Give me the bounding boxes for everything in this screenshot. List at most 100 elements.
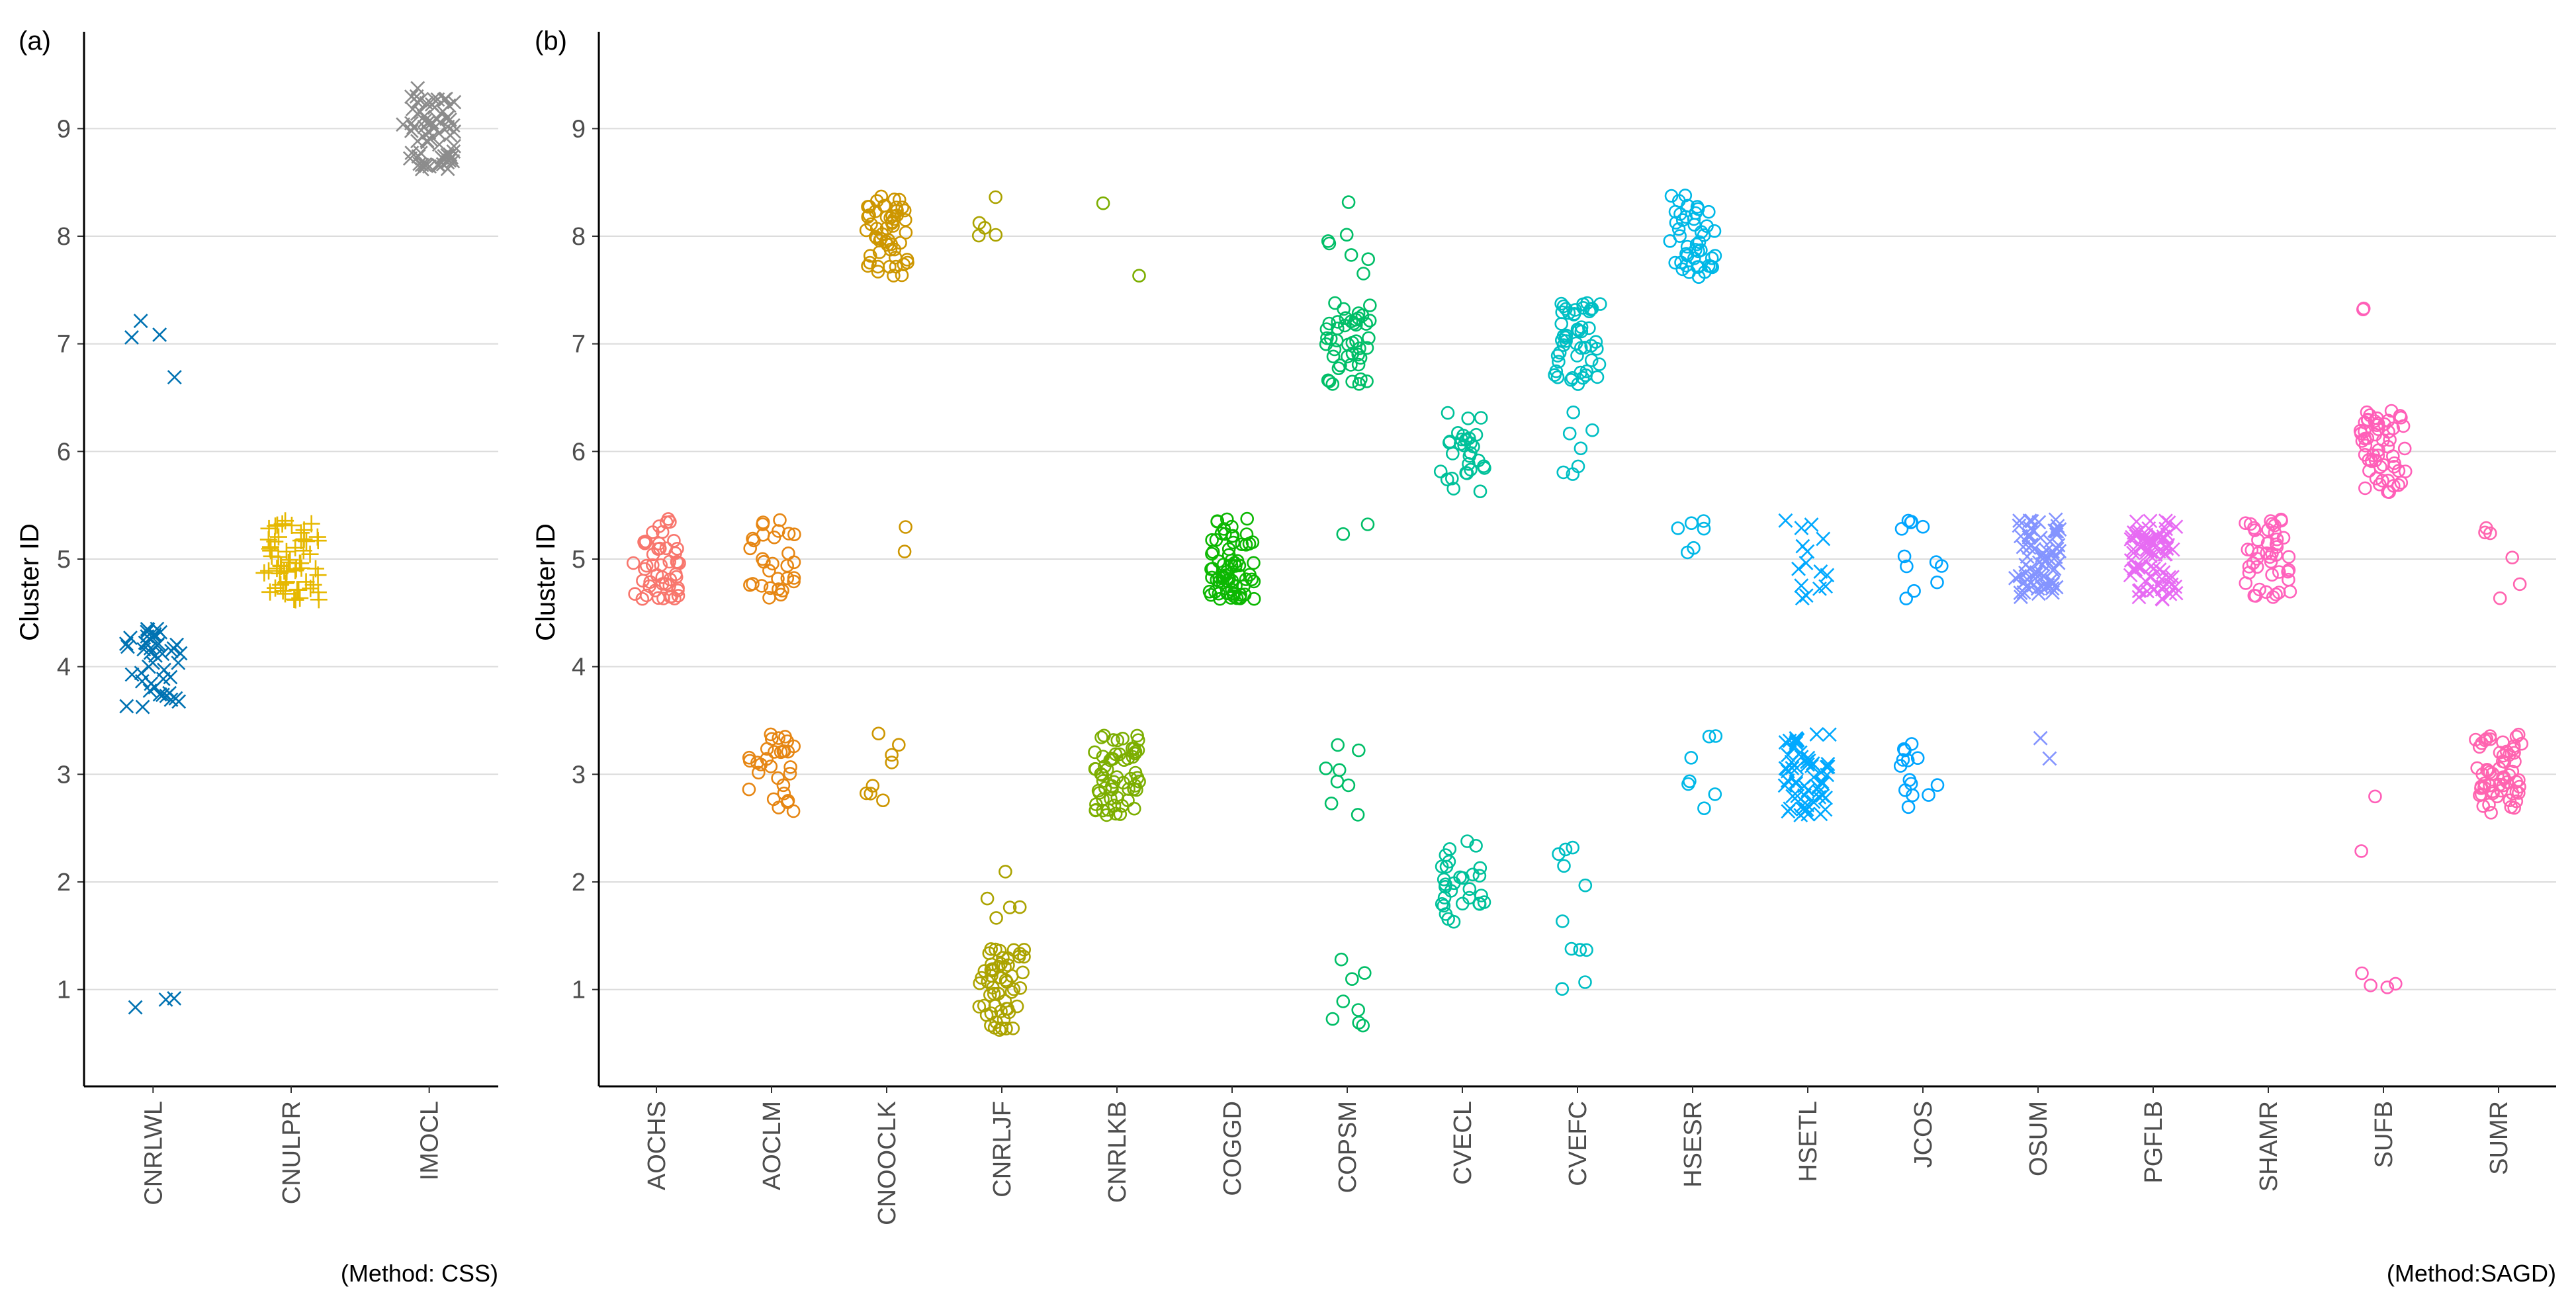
- data-point: [885, 209, 899, 223]
- data-point: [1673, 229, 1687, 243]
- data-point: [1785, 789, 1800, 804]
- data-point: [2158, 521, 2174, 537]
- data-point: [1708, 249, 1722, 263]
- data-point: [2396, 419, 2411, 433]
- panel-b-y-ticks: 1 2 3 4 5 6 7 8 9: [572, 115, 599, 1004]
- data-point: [309, 532, 327, 550]
- data-point: [430, 157, 445, 172]
- data-point: [787, 527, 801, 542]
- data-point: [2386, 421, 2400, 435]
- panel-b-gridlines: [599, 128, 2556, 990]
- series-hsetl: [1777, 513, 1837, 822]
- data-point: [999, 973, 1013, 987]
- data-point: [1446, 482, 1460, 496]
- data-point: [1220, 564, 1234, 579]
- data-point: [1443, 435, 1456, 450]
- x-tick-label-cvefc: CVEFC: [1564, 1101, 1592, 1186]
- data-point: [134, 674, 150, 689]
- data-point: [1702, 729, 1716, 744]
- data-point: [2047, 523, 2062, 538]
- data-point: [2156, 565, 2171, 580]
- data-point: [1333, 358, 1347, 372]
- data-point: [2354, 844, 2368, 858]
- data-point: [743, 541, 757, 556]
- data-point: [2362, 453, 2376, 467]
- data-point: [2511, 727, 2526, 742]
- data-point: [120, 639, 135, 654]
- data-point: [155, 646, 170, 662]
- data-point: [1584, 353, 1599, 367]
- x-tick-label-coggd: COGGD: [1219, 1101, 1247, 1196]
- data-point: [659, 541, 674, 556]
- data-point: [1804, 517, 1819, 532]
- data-point: [1910, 751, 1925, 765]
- data-point: [1204, 588, 1218, 602]
- data-point: [876, 793, 890, 807]
- x-tick-label-cvecl: CVECL: [1449, 1101, 1477, 1185]
- data-point: [772, 731, 785, 745]
- data-point: [1812, 581, 1827, 596]
- data-point: [1576, 300, 1590, 315]
- panel-b: (b) Cluster ID 1 2 3 4 5 6 7 8 9 AOCHS AOCLM CNOOC…: [531, 26, 2556, 1287]
- data-point: [2366, 448, 2380, 462]
- data-point: [1362, 331, 1376, 345]
- data-point: [143, 645, 158, 660]
- data-point: [989, 190, 1002, 204]
- data-point: [996, 951, 1010, 965]
- data-point: [148, 679, 163, 695]
- x-tick-label-aoclm: AOCLM: [758, 1101, 786, 1190]
- data-point: [1789, 760, 1804, 775]
- data-point: [410, 95, 425, 110]
- data-point: [899, 520, 912, 534]
- data-point: [2361, 412, 2375, 427]
- data-point: [771, 572, 785, 586]
- data-point: [1240, 511, 1254, 526]
- x-tick-label-hsesr: HSESR: [1679, 1101, 1707, 1188]
- data-point: [1477, 459, 1491, 474]
- data-point: [2012, 568, 2027, 584]
- data-point: [1907, 584, 1921, 598]
- x-tick-label-aochs: AOCHS: [643, 1101, 671, 1190]
- y-tick-label-9: 9: [57, 115, 71, 143]
- data-point: [1361, 252, 1375, 267]
- data-point: [2355, 434, 2370, 448]
- data-point: [1707, 224, 1722, 238]
- data-point: [2512, 786, 2526, 800]
- data-point: [285, 590, 303, 608]
- data-point: [124, 667, 140, 682]
- data-point: [1566, 840, 1579, 855]
- data-point: [1671, 222, 1686, 236]
- data-point: [1130, 728, 1144, 743]
- data-point: [2372, 422, 2385, 437]
- data-point: [772, 582, 785, 596]
- data-point: [887, 212, 901, 226]
- data-point: [424, 97, 439, 112]
- y-tick-label-8: 8: [57, 223, 71, 251]
- data-point: [864, 217, 878, 232]
- data-point: [437, 92, 452, 107]
- data-point: [441, 98, 457, 113]
- data-point: [1472, 897, 1487, 911]
- data-point: [1096, 750, 1110, 764]
- data-point: [2242, 560, 2256, 574]
- data-point: [764, 727, 778, 742]
- data-point: [1899, 591, 1913, 605]
- data-point: [2272, 565, 2286, 579]
- series-cnooclk: [859, 189, 914, 807]
- data-point: [1459, 466, 1473, 480]
- data-point: [2143, 548, 2158, 564]
- data-point: [2282, 572, 2295, 587]
- data-point: [1785, 761, 1800, 775]
- data-point: [1684, 516, 1699, 531]
- data-point: [2364, 979, 2377, 992]
- data-point: [862, 208, 876, 222]
- data-point: [980, 891, 995, 906]
- data-point: [987, 1021, 1002, 1035]
- data-point: [1461, 411, 1475, 425]
- panel-b-points: [626, 189, 2528, 1037]
- data-point: [783, 767, 797, 781]
- data-point: [1341, 337, 1355, 352]
- data-point: [302, 580, 320, 597]
- data-point: [2168, 586, 2184, 601]
- data-point: [1555, 982, 1570, 996]
